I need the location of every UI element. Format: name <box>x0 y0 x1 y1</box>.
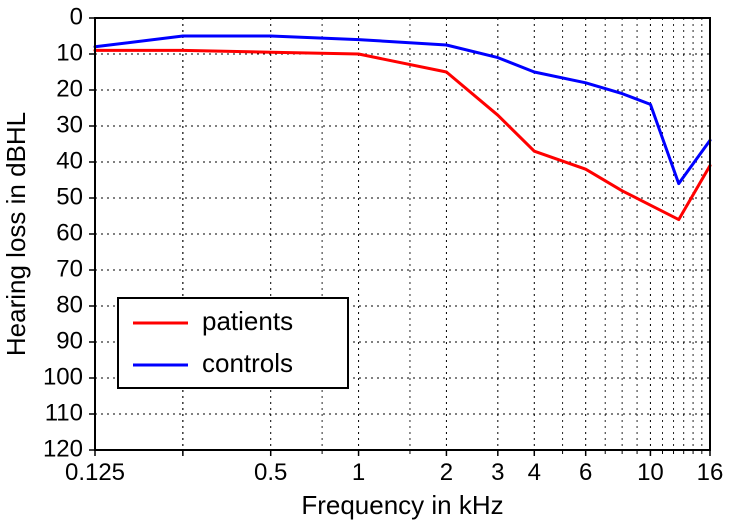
x-tick-label: 3 <box>491 459 504 486</box>
x-tick-label: 2 <box>440 459 453 486</box>
y-tick-label: 30 <box>56 111 83 138</box>
x-tick-label: 0.5 <box>254 459 287 486</box>
x-tick-label: 0.125 <box>65 459 125 486</box>
y-tick-label: 50 <box>56 183 83 210</box>
y-tick-label: 0 <box>70 3 83 30</box>
x-tick-label: 1 <box>352 459 365 486</box>
legend-label-patients: patients <box>202 306 293 336</box>
audiogram-chart: 01020304050607080901001101200.1250.51234… <box>0 0 729 531</box>
legend-label-controls: controls <box>202 348 293 378</box>
x-tick-label: 4 <box>528 459 541 486</box>
y-tick-label: 100 <box>43 363 83 390</box>
y-axis-label: Hearing loss in dBHL <box>1 112 31 356</box>
x-tick-label: 10 <box>637 459 664 486</box>
chart-container: 01020304050607080901001101200.1250.51234… <box>0 0 729 531</box>
y-tick-label: 110 <box>45 399 83 426</box>
y-tick-label: 90 <box>56 327 83 354</box>
y-tick-label: 40 <box>56 147 83 174</box>
y-tick-label: 70 <box>56 255 83 282</box>
y-tick-label: 60 <box>56 219 83 246</box>
y-tick-label: 10 <box>56 39 83 66</box>
y-tick-label: 20 <box>56 75 83 102</box>
x-tick-label: 6 <box>579 459 592 486</box>
x-axis-label: Frequency in kHz <box>301 490 503 520</box>
y-tick-label: 80 <box>56 291 83 318</box>
x-tick-label: 16 <box>697 459 724 486</box>
